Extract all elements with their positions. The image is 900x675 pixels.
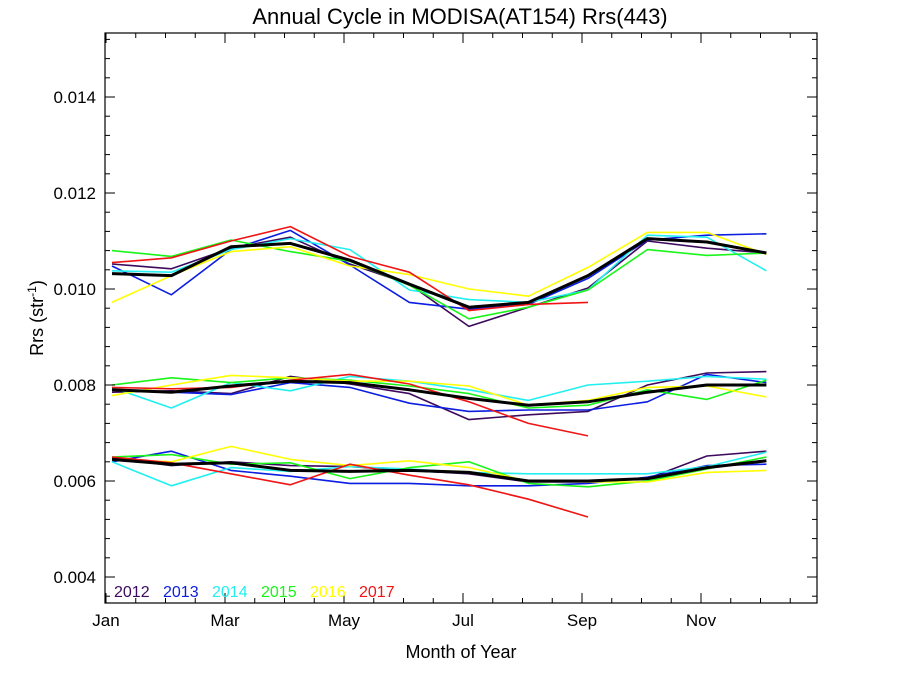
series-mean-group-1 — [111, 237, 767, 309]
legend-entry-2012: 2012 — [114, 584, 150, 601]
series-2016-group-2 — [111, 374, 767, 407]
x-tick-label: Nov — [686, 611, 717, 630]
series-2016-group-1 — [111, 231, 767, 304]
y-tick-label: 0.008 — [53, 376, 96, 395]
y-tick-label: 0.014 — [53, 88, 96, 107]
x-axis-title: Month of Year — [405, 642, 516, 662]
series-2017-group-3 — [111, 456, 589, 518]
legend: 2012 2013 2014 2015 2016 2017 — [114, 584, 395, 601]
series-2015-group-1 — [111, 239, 767, 320]
y-tick-label: 0.010 — [53, 280, 96, 299]
x-tick-label: Jan — [92, 611, 119, 630]
y-axis-title: Rrs (str-1) — [25, 280, 47, 356]
x-tick-label: May — [328, 611, 361, 630]
legend-entry-2016: 2016 — [310, 584, 346, 601]
x-tick-label: Sep — [567, 611, 597, 630]
y-axis-title-close: ) — [27, 280, 47, 286]
series-2016-group-3 — [111, 445, 767, 483]
legend-entry-2014: 2014 — [212, 584, 248, 601]
y-tick-label: 0.012 — [53, 184, 96, 203]
y-tick-label: 0.006 — [53, 472, 96, 491]
y-axis-title-superscript: -1 — [25, 286, 39, 297]
series-mean-group-3 — [111, 457, 767, 483]
chart-title: Annual Cycle in MODISA(AT154) Rrs(443) — [252, 4, 667, 29]
series-mean-group-2 — [111, 379, 767, 407]
x-axis: Jan Mar May Jul Sep Nov — [92, 33, 791, 630]
plot-frame — [104, 32, 818, 604]
y-axis-title-main: Rrs (str — [27, 297, 47, 356]
x-tick-label: Mar — [210, 611, 240, 630]
series-2013-group-1 — [111, 229, 767, 311]
y-tick-label: 0.004 — [53, 568, 96, 587]
x-tick-label: Jul — [452, 611, 474, 630]
series-layer — [111, 225, 767, 518]
legend-entry-2017: 2017 — [359, 584, 395, 601]
legend-entry-2013: 2013 — [163, 584, 199, 601]
legend-entry-2015: 2015 — [261, 584, 297, 601]
series-2017-group-1 — [111, 225, 589, 312]
series-2017-group-2 — [111, 373, 589, 437]
y-axis: 0.004 0.006 0.008 0.010 0.012 0.014 — [53, 38, 817, 597]
series-2013-group-2 — [111, 373, 767, 413]
